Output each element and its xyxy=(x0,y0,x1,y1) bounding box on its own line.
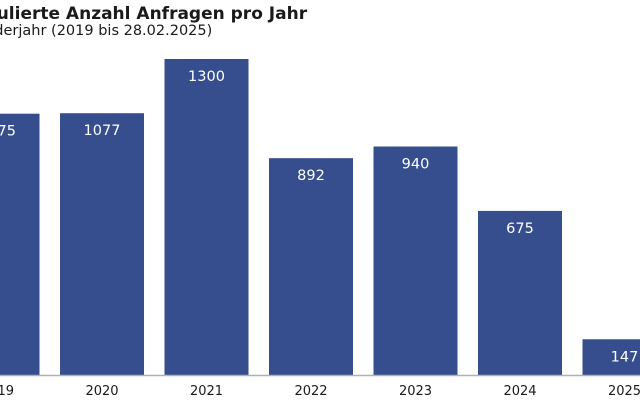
x-tick-2025: 2025 xyxy=(608,384,640,399)
x-tick-2022: 2022 xyxy=(294,384,327,399)
bar-2025 xyxy=(582,339,640,375)
data-label-2022: 892 xyxy=(297,168,325,184)
bar-2021 xyxy=(164,59,249,375)
data-label-2019: 1075 xyxy=(0,124,16,140)
x-tick-2023: 2023 xyxy=(399,384,432,399)
x-tick-2020: 2020 xyxy=(85,384,118,399)
data-label-2023: 940 xyxy=(402,157,430,173)
bar-2020 xyxy=(60,113,144,376)
chart-title: Kumulierte Anzahl Anfragen pro Jahr xyxy=(0,4,308,24)
bar-2023 xyxy=(373,146,458,375)
chart-subtitle: Kalenderjahr (2019 bis 28.02.2025) xyxy=(0,23,213,39)
x-tick-2024: 2024 xyxy=(503,384,536,399)
bars-group: 1075 1077 1300 892 940 675 147 xyxy=(0,59,640,376)
data-label-2020: 1077 xyxy=(84,123,121,139)
bar-2022 xyxy=(269,158,353,375)
x-tick-2021: 2021 xyxy=(190,384,223,399)
data-label-2021: 1300 xyxy=(188,69,225,85)
bar-2024 xyxy=(478,210,562,375)
x-tick-2019: 2019 xyxy=(0,384,14,399)
x-tick-labels: 2019 2020 2021 2022 2023 2024 2025 xyxy=(0,384,640,399)
data-label-2024: 675 xyxy=(506,221,534,237)
data-label-2025: 147 xyxy=(611,349,639,365)
bar-2019 xyxy=(0,113,40,375)
